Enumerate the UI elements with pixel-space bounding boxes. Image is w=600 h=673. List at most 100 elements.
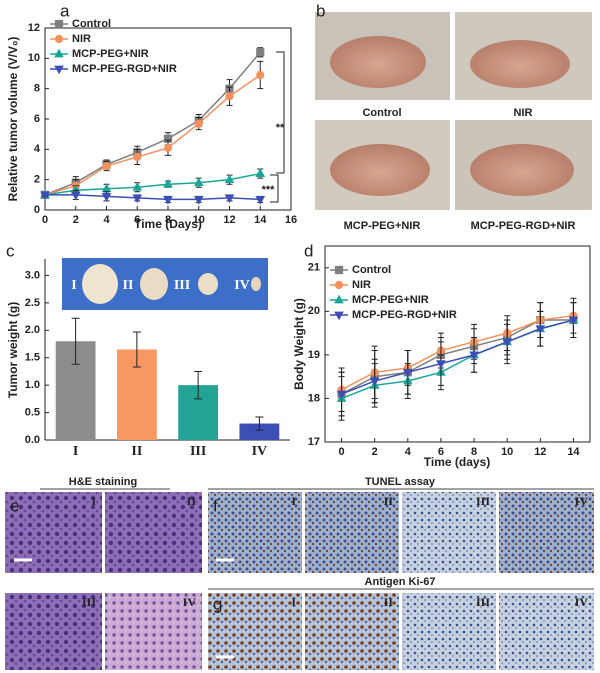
legend-marker: [334, 265, 344, 275]
x-tick-label: III: [190, 444, 206, 459]
photo-caption: NIR: [514, 107, 533, 119]
x-tick-label: 12: [534, 446, 546, 458]
tumor: [198, 273, 218, 295]
image-label: IV: [575, 494, 589, 508]
y-tick-label: 21: [308, 262, 320, 274]
x-tick-label: II: [131, 444, 142, 459]
x-axis-label: Time (Days): [134, 217, 202, 231]
micrograph: [105, 492, 202, 573]
x-tick-label: 14: [567, 446, 580, 458]
legend-marker: [54, 19, 64, 29]
photo-mouse: [330, 144, 430, 196]
x-tick-label: 4: [405, 446, 412, 458]
micrograph: [402, 492, 496, 573]
legend-label: MCP-PEG+NIR: [72, 48, 149, 60]
marker: [369, 377, 380, 387]
marker: [163, 178, 173, 188]
image-label: II: [384, 494, 394, 508]
bracket: [276, 51, 285, 174]
photo-caption: MCP-PEG+NIR: [344, 220, 421, 232]
legend-label: MCP-PEG-RGD+NIR: [72, 63, 177, 75]
photo-caption: Control: [362, 107, 401, 119]
y-tick-label: 18: [308, 392, 320, 404]
y-tick-label: 0.5: [25, 406, 40, 418]
x-tick-label: 6: [438, 446, 444, 458]
error-bar: [194, 370, 203, 400]
legend-label: MCP-PEG+NIR: [352, 294, 429, 306]
photo-caption: MCP-PEG-RGD+NIR: [471, 220, 576, 232]
annotation: **: [276, 122, 285, 134]
series-line: [44, 51, 261, 196]
micrograph: [305, 593, 399, 670]
marker: [224, 174, 235, 184]
x-tick-label: 8: [471, 446, 477, 458]
y-tick-label: 0: [34, 204, 40, 216]
image-label: IV: [575, 595, 589, 609]
marker: [163, 143, 173, 152]
plot-frame: [324, 245, 591, 443]
marker: [132, 194, 143, 204]
micrograph: [305, 492, 399, 573]
legend-label: NIR: [72, 33, 91, 45]
marker: [255, 196, 266, 205]
marker: [193, 177, 204, 187]
y-axis-label: Relative tumor volume (V/V₀): [6, 37, 20, 202]
micrograph: [499, 492, 594, 573]
y-tick-label: 6: [34, 113, 40, 125]
x-tick-label: 2: [73, 214, 79, 226]
y-tick-label: 8: [34, 83, 40, 95]
image-label: I: [91, 494, 96, 508]
x-tick-label: 2: [372, 446, 378, 458]
error-bar: [255, 416, 264, 431]
x-tick-label: 14: [254, 214, 267, 226]
layout: [5, 12, 594, 670]
error-bar: [132, 331, 141, 368]
inset-label: IV: [234, 278, 250, 293]
photo-mouse: [330, 36, 426, 88]
x-tick-label: IV: [252, 444, 268, 459]
marker: [163, 196, 173, 205]
y-tick-label: 3.0: [25, 269, 40, 281]
series-line: [44, 74, 261, 196]
x-tick-label: 10: [193, 214, 205, 226]
y-tick-label: 19: [308, 349, 320, 361]
y-tick-label: 2: [34, 174, 40, 186]
marker: [194, 119, 203, 128]
x-tick-label: 0: [339, 446, 345, 458]
series-line: [341, 319, 574, 395]
image-label: III: [476, 595, 490, 609]
y-tick-label: 17: [308, 436, 320, 448]
inset-label: III: [174, 278, 190, 293]
y-axis-label: Body Weight (g): [292, 298, 306, 390]
legend-marker: [54, 48, 64, 58]
legend-marker: [334, 311, 344, 321]
x-tick-label: 12: [223, 214, 235, 226]
tumor: [82, 264, 118, 304]
panel-label: b: [316, 1, 325, 20]
annotation: ***: [262, 184, 276, 196]
legend-label: Control: [352, 264, 391, 276]
x-tick-label: 0: [42, 214, 48, 226]
image-label: II: [384, 595, 394, 609]
bracket: [270, 174, 279, 203]
marker: [40, 191, 50, 201]
panel-label: c: [6, 241, 15, 260]
bar: [239, 423, 280, 440]
panel-label: e: [10, 496, 19, 515]
photo-mouse: [470, 40, 570, 88]
marker: [502, 338, 512, 348]
marker: [101, 192, 112, 202]
image-label: III: [476, 494, 490, 508]
x-tick-label: 4: [103, 214, 110, 226]
marker: [403, 368, 413, 378]
marker: [224, 194, 235, 204]
marker: [256, 70, 265, 80]
marker: [469, 351, 479, 361]
y-tick-label: 2.0: [25, 324, 40, 336]
y-tick-label: 12: [28, 22, 40, 34]
marker: [193, 196, 204, 205]
series-line: [44, 172, 261, 196]
legend-marker: [54, 65, 64, 75]
y-tick-label: 2.5: [25, 297, 40, 309]
